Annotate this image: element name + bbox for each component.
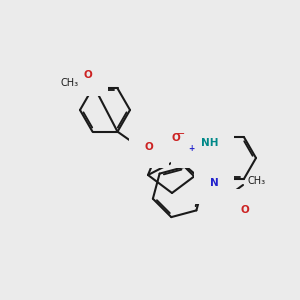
Text: CH₃: CH₃	[61, 78, 79, 88]
Text: O: O	[241, 205, 249, 215]
Text: O: O	[145, 142, 153, 152]
Text: N: N	[210, 178, 218, 188]
Text: O: O	[84, 70, 92, 80]
Text: O: O	[206, 139, 214, 149]
Text: N: N	[186, 142, 195, 152]
Text: O: O	[171, 133, 180, 143]
Text: CH₃: CH₃	[248, 176, 266, 186]
Text: +: +	[189, 144, 195, 153]
Text: NH: NH	[201, 138, 219, 148]
Text: −: −	[176, 129, 185, 139]
